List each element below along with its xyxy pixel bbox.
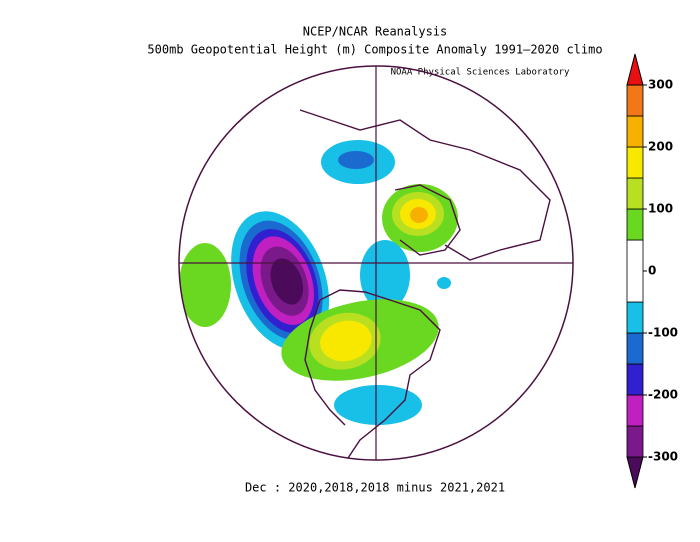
anomaly-area: [338, 151, 374, 169]
colorbar-band: [626, 425, 644, 458]
colorbar-band: [626, 239, 644, 303]
colorbar: 300 200 100 0 -100 -200 -300: [626, 53, 678, 489]
colorbar-tick-label: -200: [648, 388, 678, 402]
colorbar-arrow: [626, 53, 644, 86]
colorbar-band: [626, 115, 644, 148]
anomaly-area: [360, 240, 410, 310]
map: [179, 109, 551, 460]
anomaly-area: [281, 299, 439, 381]
colorbar-tick-label: 100: [648, 202, 673, 216]
colorbar-band: [626, 208, 644, 241]
credit: NOAA Physical Sciences Laboratory: [391, 68, 570, 78]
colorbar-band: [626, 146, 644, 179]
anomaly-area: [231, 211, 330, 351]
colorbar-tick-label: -100: [648, 326, 678, 340]
anomaly-area: [437, 277, 451, 289]
colorbar-band: [626, 84, 644, 117]
colorbar-tick-label: -300: [648, 450, 678, 464]
colorbar-band: [626, 363, 644, 396]
colorbar-tick-label: 200: [648, 140, 673, 154]
anomaly-area: [179, 243, 231, 327]
colorbar-tick-label: 300: [648, 78, 673, 92]
subtitle: 500mb Geopotential Height (m) Composite …: [147, 43, 602, 57]
colorbar-band: [626, 177, 644, 210]
anomaly-area: [334, 385, 422, 425]
colorbar-band: [626, 332, 644, 365]
title: NCEP/NCAR Reanalysis: [303, 25, 448, 39]
footer: Dec : 2020,2018,2018 minus 2021,2021: [245, 481, 505, 495]
coastline: [299, 109, 551, 460]
colorbar-tick-label: 0: [648, 264, 656, 278]
colorbar-band: [626, 394, 644, 427]
colorbar-band: [626, 301, 644, 334]
colorbar-arrow: [626, 456, 644, 489]
anomaly-area: [382, 184, 458, 252]
